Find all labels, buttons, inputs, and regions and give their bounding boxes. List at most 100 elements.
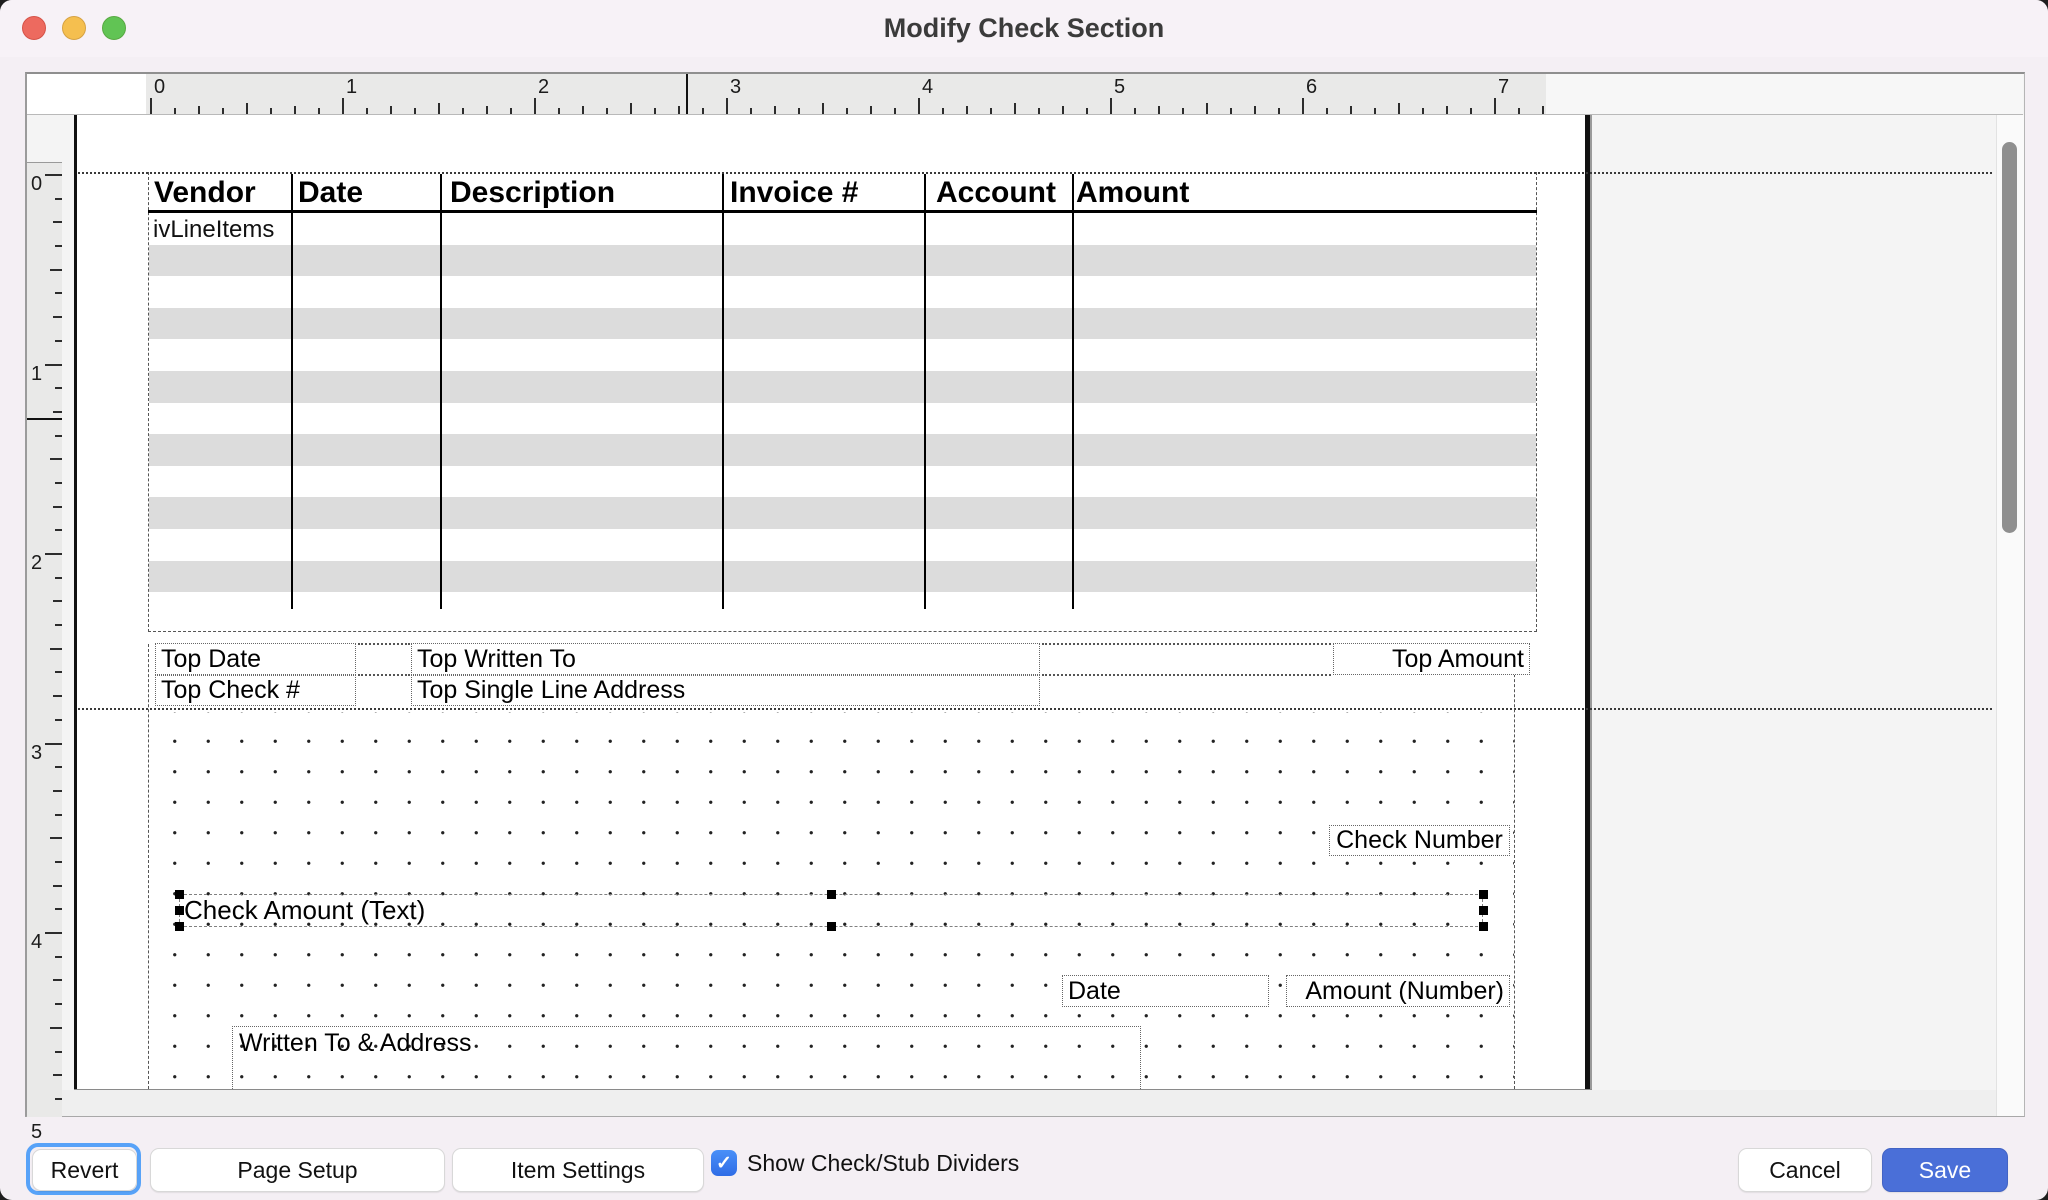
show-dividers-checkbox[interactable]: ✓ bbox=[711, 1150, 737, 1176]
vruler-tick bbox=[50, 458, 62, 461]
selection-handle[interactable] bbox=[174, 921, 184, 931]
hruler-number: 2 bbox=[538, 76, 550, 98]
hruler-tick bbox=[318, 108, 320, 114]
vruler-tick bbox=[50, 268, 62, 271]
selection-handle[interactable] bbox=[1478, 889, 1488, 899]
vruler-tick bbox=[55, 624, 62, 627]
page-setup-button[interactable]: Page Setup bbox=[150, 1148, 445, 1192]
selection-handle[interactable] bbox=[826, 889, 836, 899]
stub-table-element[interactable] bbox=[148, 172, 1537, 632]
vruler-tick bbox=[45, 174, 62, 176]
hruler-tick bbox=[1182, 108, 1184, 114]
save-button[interactable]: Save bbox=[1882, 1148, 2008, 1192]
vruler-tick bbox=[53, 410, 62, 413]
table-header-cell: Date bbox=[298, 176, 364, 209]
selection-handle[interactable] bbox=[174, 889, 184, 899]
hruler-tick bbox=[534, 98, 536, 114]
field-top-check-number[interactable]: Top Check # bbox=[155, 675, 356, 706]
field-check-number-label: Check Number bbox=[1336, 826, 1503, 854]
item-settings-button-label: Item Settings bbox=[510, 1156, 646, 1183]
field-written-to-address[interactable]: Written To & Address bbox=[232, 1026, 1141, 1089]
table-column-line bbox=[1072, 174, 1074, 609]
hruler-tick bbox=[774, 106, 776, 114]
vruler-tick bbox=[53, 884, 62, 887]
hruler-tick bbox=[606, 108, 608, 114]
table-row bbox=[149, 529, 1536, 561]
vruler-tick bbox=[55, 576, 62, 579]
hruler-tick bbox=[846, 108, 848, 114]
close-window-icon[interactable] bbox=[22, 16, 46, 40]
field-date-label: Date bbox=[1068, 976, 1121, 1005]
zoom-window-icon[interactable] bbox=[102, 16, 126, 40]
table-row bbox=[149, 213, 1536, 245]
check-background-element[interactable] bbox=[148, 644, 1515, 1089]
cancel-button[interactable]: Cancel bbox=[1738, 1148, 1872, 1192]
hruler-number: 1 bbox=[346, 76, 358, 98]
hruler-tick bbox=[750, 108, 752, 114]
field-check-amount-text-label: Check Amount (Text) bbox=[184, 895, 426, 925]
field-top-amount[interactable]: Top Amount bbox=[1333, 643, 1530, 675]
hruler-tick bbox=[1038, 108, 1040, 114]
vruler-tick bbox=[45, 742, 62, 745]
title-bar[interactable]: Modify Check Section bbox=[0, 0, 2048, 57]
page-left-edge bbox=[74, 115, 77, 1089]
hruler-tick bbox=[150, 98, 152, 114]
window-title: Modify Check Section bbox=[883, 13, 1165, 43]
field-written-to-address-label: Written To & Address bbox=[239, 1029, 472, 1057]
vruler-tick bbox=[55, 766, 62, 769]
field-top-single-line-address[interactable]: Top Single Line Address bbox=[411, 675, 1040, 706]
vruler-tick bbox=[55, 245, 62, 248]
hruler-tick bbox=[942, 108, 944, 114]
hruler-tick bbox=[1398, 103, 1400, 114]
minimize-window-icon[interactable] bbox=[62, 16, 86, 40]
vertical-ruler bbox=[27, 162, 62, 1117]
selection-handle[interactable] bbox=[1478, 921, 1488, 931]
field-amount-number[interactable]: Amount (Number) bbox=[1286, 975, 1510, 1007]
revert-button[interactable]: Revert bbox=[32, 1149, 137, 1191]
hruler-tick bbox=[990, 108, 992, 114]
hruler-tick bbox=[270, 108, 272, 114]
check-stub-divider-bottom bbox=[78, 708, 1992, 710]
field-top-written-to[interactable]: Top Written To bbox=[411, 643, 1040, 675]
hruler-number: 4 bbox=[922, 76, 934, 98]
hruler-tick bbox=[1494, 98, 1496, 114]
item-settings-button[interactable]: Item Settings bbox=[452, 1148, 704, 1192]
hruler-tick bbox=[630, 103, 632, 114]
table-row bbox=[149, 402, 1536, 435]
selection-handle[interactable] bbox=[1478, 905, 1488, 915]
field-date[interactable]: Date bbox=[1062, 975, 1269, 1007]
hruler-tick bbox=[870, 106, 872, 114]
vruler-tick bbox=[50, 647, 62, 650]
hruler-tick bbox=[1254, 106, 1256, 114]
vruler-tick bbox=[45, 932, 62, 935]
table-header-cell: Account bbox=[936, 176, 1056, 209]
hruler-tick bbox=[1326, 108, 1328, 114]
hruler-tick bbox=[366, 108, 368, 114]
vertical-scrollbar-thumb[interactable] bbox=[2002, 142, 2017, 533]
line-items-placeholder: ivLineItems bbox=[153, 216, 275, 243]
hruler-tick bbox=[1086, 108, 1088, 114]
vruler-tick bbox=[55, 813, 62, 816]
hruler-tick bbox=[822, 103, 824, 114]
hruler-tick bbox=[558, 108, 560, 114]
hruler-tick bbox=[438, 103, 440, 114]
stub-row-border-dots bbox=[1042, 674, 1331, 676]
selection-handle[interactable] bbox=[174, 905, 184, 915]
hruler-tick bbox=[246, 103, 248, 114]
vruler-tick bbox=[53, 316, 62, 319]
table-header-cell: Amount bbox=[1076, 176, 1190, 209]
hruler-tick bbox=[1206, 103, 1208, 114]
hruler-tick bbox=[462, 108, 464, 114]
save-button-label: Save bbox=[1918, 1156, 1972, 1183]
vruler-tick bbox=[55, 861, 62, 863]
field-check-number[interactable]: Check Number bbox=[1329, 825, 1510, 856]
vruler-number: 2 bbox=[31, 552, 43, 574]
vruler-tick bbox=[53, 505, 62, 508]
field-top-date[interactable]: Top Date bbox=[155, 643, 356, 675]
field-top-check-number-label: Top Check # bbox=[161, 676, 300, 704]
vruler-tick bbox=[45, 553, 62, 556]
selection-handle[interactable] bbox=[826, 921, 836, 931]
vruler-tick bbox=[53, 789, 62, 792]
vruler-tick bbox=[55, 292, 62, 295]
